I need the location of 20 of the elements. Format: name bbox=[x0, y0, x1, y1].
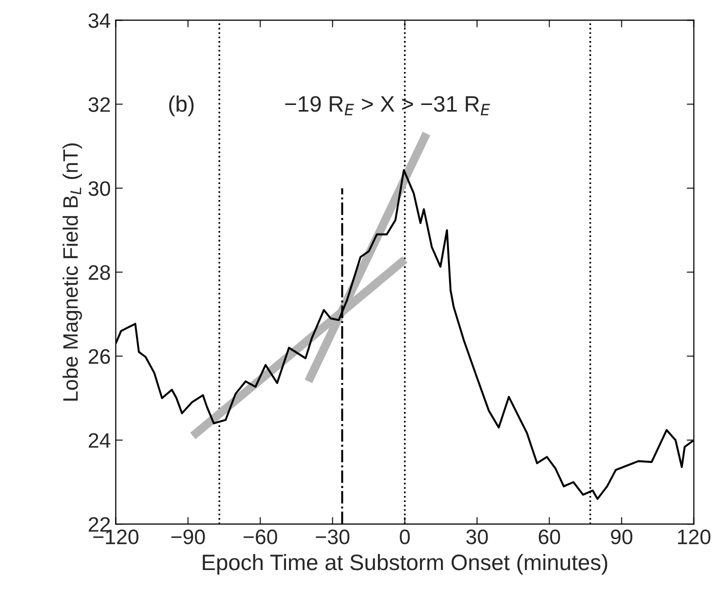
y-tick-label: 32 bbox=[88, 97, 110, 112]
x-tick-label: 0 bbox=[400, 530, 410, 544]
annotation: (b) bbox=[169, 96, 194, 116]
x-tick-label: −60 bbox=[244, 530, 278, 544]
y-tick-label: 34 bbox=[88, 13, 110, 28]
y-axis-title: Lobe Magnetic Field B$_{L}$ (nT) bbox=[62, 143, 82, 401]
x-tick-label: 30 bbox=[466, 530, 488, 544]
y-tick-label: 22 bbox=[88, 517, 110, 532]
x-tick-label: 120 bbox=[678, 530, 710, 544]
annotation: −19 R$_{E}$ > X > −31 R$_{E}$ bbox=[285, 96, 490, 116]
y-tick-label: 24 bbox=[88, 433, 110, 448]
x-tick-label: −90 bbox=[171, 530, 205, 544]
x-tick-label: 90 bbox=[610, 530, 632, 544]
y-tick-label: 30 bbox=[88, 181, 110, 196]
x-tick-label: −120 bbox=[93, 530, 138, 544]
y-tick-label: 28 bbox=[88, 265, 110, 280]
x-tick-label: 60 bbox=[538, 530, 560, 544]
x-tick-label: −30 bbox=[316, 530, 350, 544]
x-axis-title: Epoch Time at Substorm Onset (minutes) bbox=[202, 554, 608, 575]
y-tick-label: 26 bbox=[88, 349, 110, 364]
